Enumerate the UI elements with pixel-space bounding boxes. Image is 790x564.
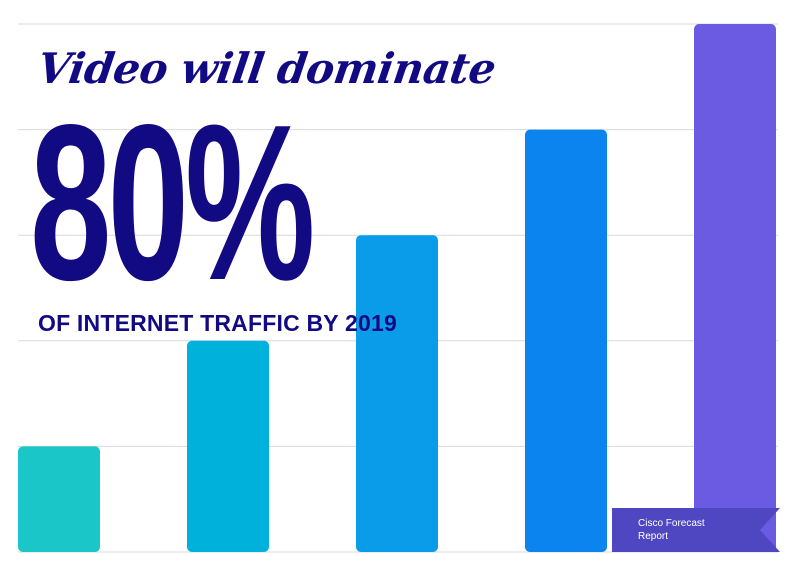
source-ribbon: [612, 508, 780, 552]
ribbon-shape: [612, 508, 780, 552]
bar: [187, 340, 269, 552]
bar: [694, 24, 776, 552]
bar: [525, 129, 607, 552]
bar: [356, 235, 438, 552]
subheadline: OF INTERNET TRAFFIC BY 2019: [38, 310, 397, 336]
bar: [18, 446, 100, 552]
big-stat: 80%: [30, 79, 315, 327]
bars: [18, 24, 776, 552]
source-label: Cisco Forecast Report: [638, 518, 705, 542]
